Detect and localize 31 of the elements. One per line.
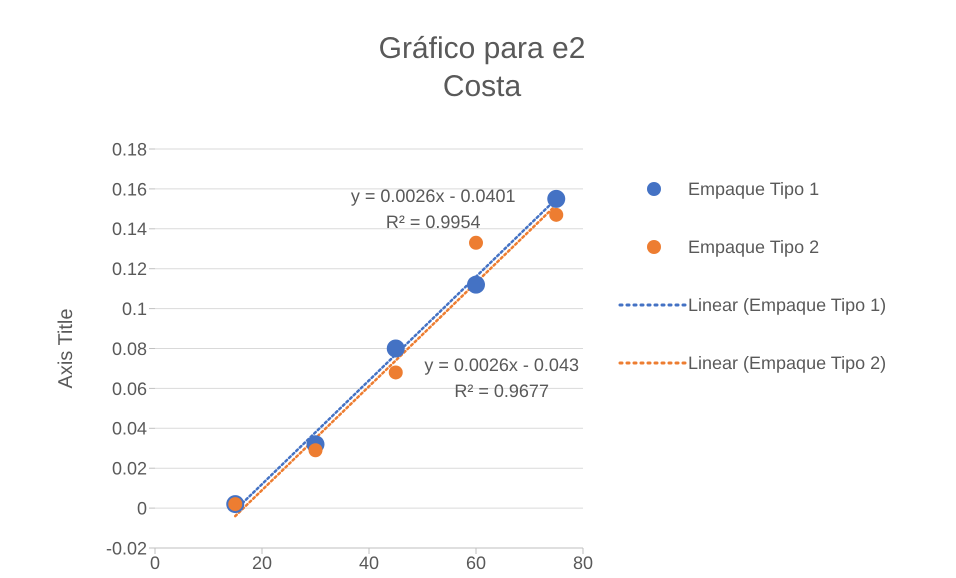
point xyxy=(308,443,322,458)
y-tick-label: 0.04 xyxy=(112,418,147,439)
y-tick-label: 0.02 xyxy=(112,458,147,479)
point xyxy=(469,236,483,250)
point xyxy=(549,208,564,222)
y-tick-label: 0.06 xyxy=(112,378,147,399)
annotation: y = 0.0026x - 0.0401 R² = 0.9954 xyxy=(350,184,516,234)
x-tick-label: 40 xyxy=(358,552,380,573)
y-tick-label: 0 xyxy=(136,498,147,518)
point xyxy=(386,340,405,358)
y-tick-label: -0.02 xyxy=(106,538,147,558)
y-tick-label: 0.12 xyxy=(112,259,147,280)
x-tick-label: 80 xyxy=(572,552,594,573)
y-tick-label: 0.14 xyxy=(112,219,147,240)
x-tick-label: 0 xyxy=(150,552,160,573)
legend-label: Linear (Empaque Tipo 1) xyxy=(688,294,888,317)
point xyxy=(388,365,403,380)
y-tick-label: 0.08 xyxy=(112,338,147,359)
point xyxy=(547,190,566,208)
x-tick-label: 20 xyxy=(252,552,272,573)
annotation: y = 0.0026x - 0.043 R² = 0.9677 xyxy=(423,354,580,404)
y-axis-title: Axis Title xyxy=(55,308,78,389)
chart-title: Gráfico para e2 Costa xyxy=(378,31,586,105)
legend-label: Linear (Empaque Tipo 2) xyxy=(688,352,888,375)
y-tick-label: 0.1 xyxy=(122,298,147,319)
x-tick-label: 60 xyxy=(466,552,486,573)
legend-label: Empaque Tipo 1 xyxy=(688,178,820,201)
legend-label: Empaque Tipo 2 xyxy=(688,236,820,259)
y-tick-label: 0.16 xyxy=(112,179,147,200)
point xyxy=(467,276,485,294)
y-tick-label: 0.18 xyxy=(112,139,147,160)
